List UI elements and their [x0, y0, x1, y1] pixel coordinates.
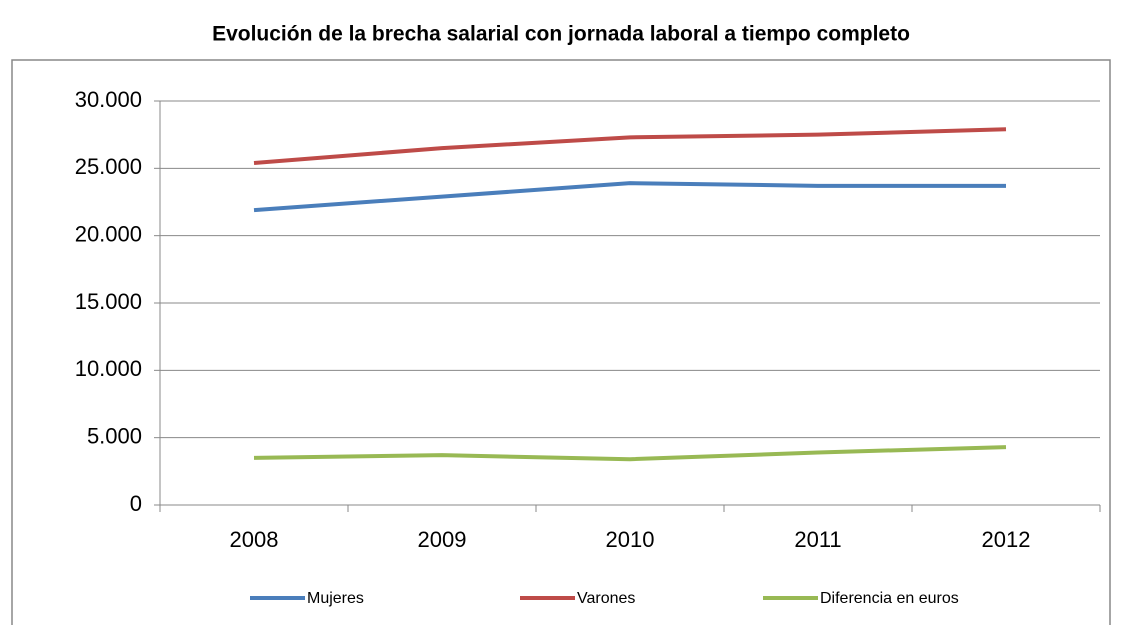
- x-tick-label: 2011: [794, 527, 841, 552]
- legend-label: Diferencia en euros: [820, 590, 959, 607]
- y-tick-label: 15.000: [75, 289, 142, 314]
- legend-label: Varones: [577, 590, 635, 607]
- chart-frame: [11, 59, 1111, 625]
- x-tick-label: 2009: [418, 527, 467, 552]
- y-tick-label: 0: [130, 491, 142, 516]
- x-tick-label: 2008: [230, 527, 279, 552]
- y-tick-label: 20.000: [75, 221, 142, 246]
- x-tick-label: 2010: [606, 527, 655, 552]
- y-tick-label: 30.000: [75, 87, 142, 112]
- x-tick-label: 2012: [982, 527, 1031, 552]
- line-series: [253, 127, 1007, 165]
- y-tick-label: 25.000: [75, 154, 142, 179]
- line-series: [253, 181, 1006, 213]
- y-tick-label: 10.000: [75, 356, 142, 381]
- y-tick-label: 5.000: [87, 423, 142, 448]
- line-series: [253, 445, 1007, 462]
- chart-title: Evolución de la brecha salarial con jorn…: [212, 23, 910, 46]
- legend-label: Mujeres: [307, 590, 364, 607]
